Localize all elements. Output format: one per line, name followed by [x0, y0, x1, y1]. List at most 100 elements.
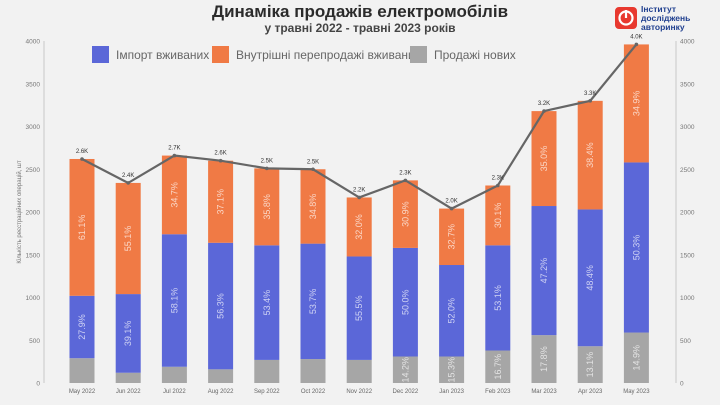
bar-label-resale: 37.1% [216, 189, 226, 215]
legend-label-import: Імпорт вживаних [116, 48, 210, 62]
bar-label-new: 15.3% [447, 357, 457, 383]
bar-label-new: 14.2% [400, 357, 410, 383]
bar-segment-import [254, 245, 280, 360]
bar-label-resale: 32.7% [447, 224, 457, 250]
bar-segment-import [439, 265, 465, 357]
bar-label-resale: 32.0% [354, 214, 364, 240]
bar-label-resale: 34.9% [631, 91, 641, 117]
bar-label-import: 55.5% [354, 295, 364, 321]
bar-label-new: 14.9% [631, 345, 641, 371]
total-label: 2.6K [76, 149, 88, 155]
total-point [218, 158, 223, 163]
bar-segment-import [300, 243, 326, 360]
x-tick-label: Apr 2023 [578, 389, 603, 395]
institute-logo: Інститут досліджень авторинку [615, 4, 715, 34]
bar-segment-new [623, 332, 649, 383]
y-tick-right-label: 2500 [680, 167, 695, 174]
bar-label-import: 52.0% [447, 298, 457, 324]
bar-segment-import [485, 245, 511, 351]
y-tick-right-label: 4000 [680, 39, 695, 46]
bar-segment-new [531, 335, 557, 383]
bar-segment-new [115, 372, 141, 383]
bar-segment-import [69, 295, 95, 359]
logo-text: Інститут досліджень авторинку [641, 5, 719, 32]
bar-label-import: 56.3% [216, 293, 226, 319]
y-tick-right-label: 3000 [680, 124, 695, 131]
bar-segment-import [115, 294, 141, 373]
x-tick-label: Jan 2023 [439, 389, 464, 395]
legend-label-resale: Внутрішні перепродажі вживаних [236, 48, 421, 62]
bar-label-resale: 34.8% [308, 194, 318, 220]
y-tick-left-label: 1000 [26, 295, 41, 302]
bar-label-resale: 30.9% [400, 201, 410, 227]
y-tick-left-label: 1500 [26, 252, 41, 259]
y-tick-left-label: 2500 [26, 167, 41, 174]
bar-label-import: 53.1% [493, 285, 503, 311]
total-point [588, 99, 592, 103]
x-tick-label: Sep 2022 [254, 389, 280, 395]
bar-label-import: 48.4% [585, 265, 595, 291]
total-point [126, 181, 130, 185]
x-tick-label: Aug 2022 [208, 389, 234, 395]
total-point [80, 157, 84, 161]
bar-label-resale: 34.7% [169, 182, 179, 208]
logo-line-1: Інститут [641, 4, 676, 14]
y-tick-left-label: 3500 [26, 81, 41, 88]
bar-segment-new [161, 366, 187, 383]
total-label: 4.0K [630, 34, 642, 40]
bar-segment-new [300, 359, 326, 383]
total-label: 2.4K [122, 173, 134, 179]
bar-label-resale: 55.1% [123, 226, 133, 252]
total-point [542, 109, 546, 113]
bar-label-new: 13.1% [585, 352, 595, 378]
bar-label-import: 50.3% [631, 235, 641, 261]
bar-label-import: 39.1% [123, 321, 133, 347]
legend-swatch-resale [212, 46, 229, 63]
x-tick-label: Feb 2023 [485, 389, 511, 395]
bar-segment-resale [115, 182, 141, 295]
bar-label-import: 50.0% [400, 289, 410, 315]
y-axis-title: Кількість реєстраційних операцій, шт [16, 160, 23, 263]
y-tick-left-label: 4000 [26, 39, 41, 46]
y-tick-left-label: 3000 [26, 124, 41, 131]
bar-segment-import [531, 206, 557, 336]
bar-label-import: 27.9% [77, 314, 87, 340]
bar-segment-new [577, 346, 603, 383]
bar-segment-resale [346, 197, 372, 257]
y-tick-right-label: 3500 [680, 81, 695, 88]
bar-segment-new [485, 350, 511, 383]
total-point [449, 206, 454, 211]
bar-segment-resale [69, 158, 95, 296]
bar-label-resale: 30.1% [493, 203, 503, 229]
total-label: 2.5K [307, 159, 319, 165]
bar-segment-import [208, 242, 234, 370]
y-tick-right-label: 500 [680, 338, 691, 345]
bar-label-resale: 35.8% [262, 194, 272, 220]
total-point [357, 195, 362, 200]
total-point [403, 178, 408, 183]
bar-segment-new [346, 359, 372, 383]
logo-line-2: досліджень [641, 13, 691, 23]
bar-segment-resale [392, 180, 418, 248]
total-label: 2.3K [399, 170, 411, 176]
bar-segment-new [392, 356, 418, 383]
x-tick-label: Nov 2022 [346, 389, 372, 395]
y-tick-right-label: 1000 [680, 295, 695, 302]
bar-segment-resale [485, 185, 511, 246]
logo-line-3: авторинку [641, 22, 685, 32]
x-tick-label: Jul 2022 [163, 389, 186, 395]
x-tick-label: May 2023 [623, 389, 650, 395]
y-tick-left-label: 2000 [26, 210, 41, 217]
x-tick-label: Jun 2022 [116, 389, 141, 395]
bar-segment-resale [161, 155, 187, 235]
bar-segment-new [208, 369, 234, 383]
bar-segment-import [577, 209, 603, 347]
x-tick-label: Oct 2022 [301, 389, 326, 395]
legend-swatch-import [92, 46, 109, 63]
total-label: 2.7K [168, 146, 180, 152]
y-tick-right-label: 1500 [680, 252, 695, 259]
legend-label-new: Продажі нових [434, 48, 516, 62]
x-tick-label: May 2022 [69, 389, 96, 395]
bar-segment-resale [300, 169, 326, 244]
